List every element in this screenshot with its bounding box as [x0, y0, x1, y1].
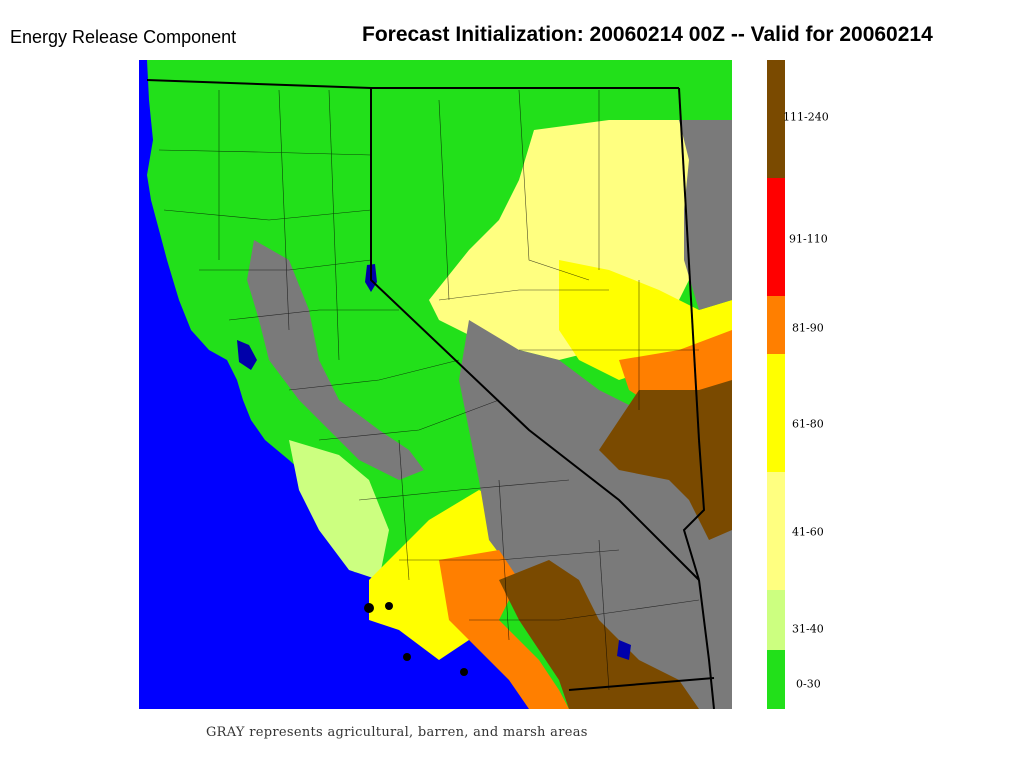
legend-label-0-30: 0-30 — [796, 677, 821, 691]
legend-label-81-90: 81-90 — [792, 321, 824, 335]
county-lines — [158, 89, 700, 691]
border-ca-nv — [370, 88, 700, 581]
legend-label-91-110: 91-110 — [789, 232, 828, 246]
product-label: Energy Release Component — [10, 27, 237, 47]
border-ca-az — [698, 579, 715, 709]
sf-bay — [237, 340, 257, 370]
erc-map — [139, 60, 732, 709]
zone-111-240-south — [499, 560, 699, 709]
legend-swatch-41-60 — [767, 472, 785, 590]
legend-swatch-61-80 — [767, 354, 785, 472]
legend-label-31-40: 31-40 — [792, 622, 824, 636]
legend-swatch-31-40 — [767, 590, 785, 650]
border-ca-mexico — [568, 677, 715, 691]
legend-swatch-81-90 — [767, 296, 785, 354]
legend-label-41-60: 41-60 — [792, 525, 824, 539]
legend-swatch-91-110 — [767, 178, 785, 296]
pacific-ocean — [139, 60, 559, 709]
border-ca-or — [146, 79, 372, 89]
legend-label-111-240: 111-240 — [783, 110, 829, 124]
channel-island-4 — [460, 668, 468, 676]
salton-sea — [617, 640, 631, 660]
border-nv-ut — [678, 87, 700, 441]
legend-swatch-111-240 — [767, 60, 785, 178]
channel-island-1 — [364, 603, 374, 613]
border-nv-az — [682, 439, 706, 581]
forecast-title: Forecast Initialization: 20060214 00Z --… — [362, 23, 933, 46]
gray-central-valley — [247, 240, 424, 480]
zone-31-40 — [289, 440, 389, 580]
map-canvas — [139, 60, 732, 709]
gray-great-basin — [459, 320, 732, 709]
gray-northeast — [679, 120, 732, 310]
channel-island-2 — [385, 602, 393, 610]
channel-island-3 — [403, 653, 411, 661]
legend-label-61-80: 61-80 — [792, 417, 824, 431]
legend-swatch-0-30 — [767, 650, 785, 709]
gray-areas-footnote: GRAY represents agricultural, barren, an… — [206, 725, 588, 740]
zone-81-90-south — [439, 550, 569, 709]
color-legend — [767, 60, 785, 709]
